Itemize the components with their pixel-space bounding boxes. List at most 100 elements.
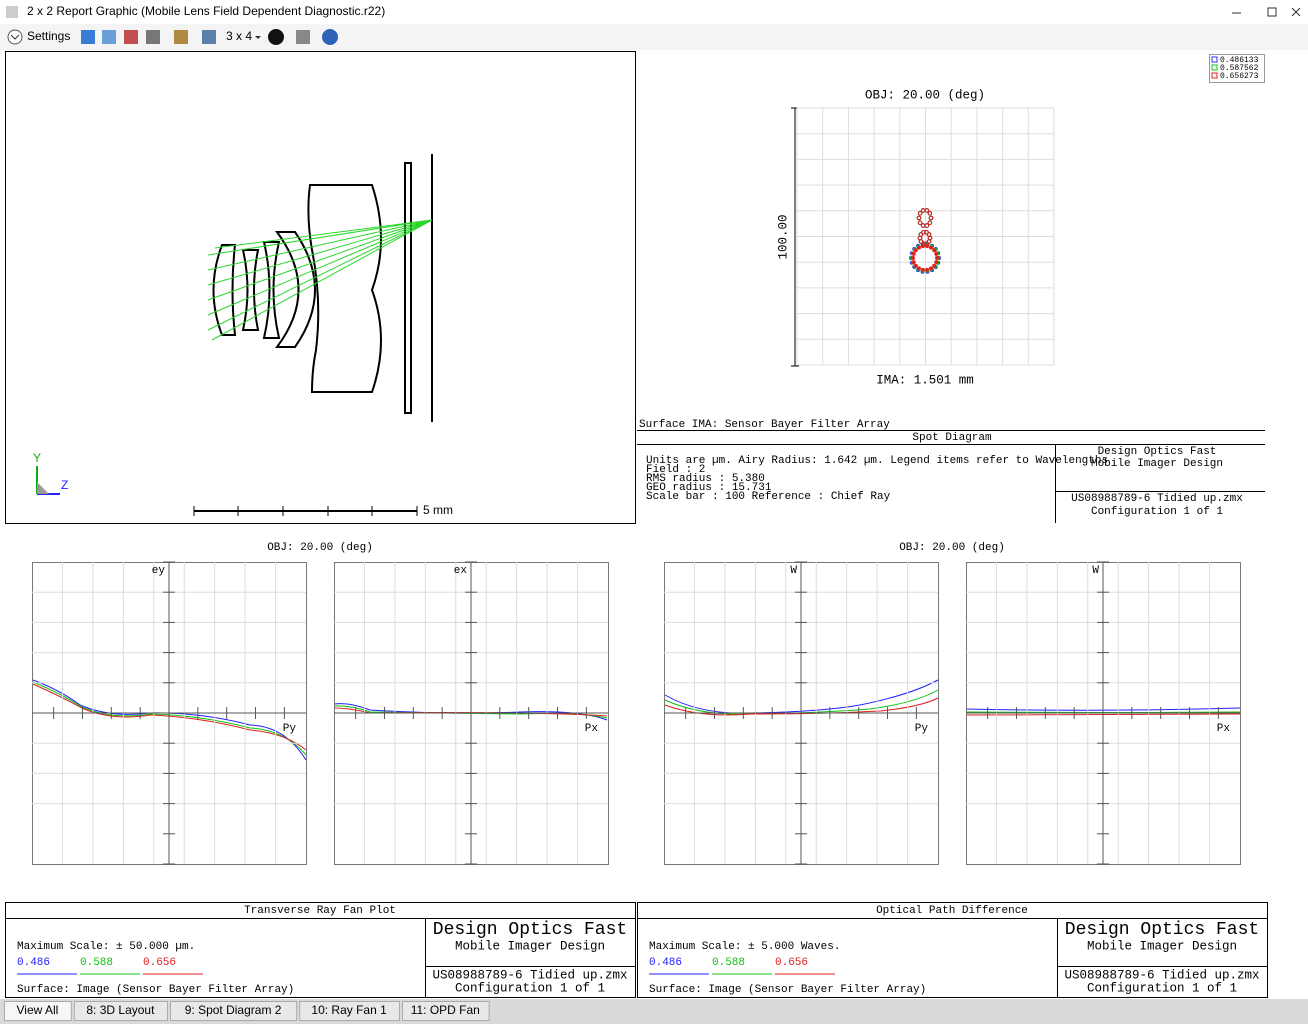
spot-dot <box>925 267 930 272</box>
spot-info: Units are µm. Airy Radius: 1.642 µm. Leg… <box>646 455 1108 467</box>
spot-dot <box>917 220 923 226</box>
toolbar <box>0 24 1308 50</box>
copy-icon[interactable] <box>102 30 116 44</box>
spot-file: US08988789-6 Tidied up.zmx <box>1071 493 1243 505</box>
spot-legend <box>1209 54 1265 83</box>
ray_fan-box-lines <box>5 918 635 997</box>
help-icon[interactable] <box>322 29 338 45</box>
frame-icon[interactable] <box>296 30 310 44</box>
plot-x-label: Px <box>585 723 599 735</box>
spot-info: Scale bar : 100 Reference : Chief Ray <box>646 491 891 503</box>
spot-dot <box>928 215 934 221</box>
spot-dot <box>927 220 933 226</box>
layout-button[interactable]: 3 x 4 <box>226 29 252 43</box>
spot-ima: IMA: 1.501 mm <box>876 373 974 387</box>
spot-dot <box>911 251 916 256</box>
plot-y-label: W <box>790 565 797 577</box>
spot-obj: OBJ: 20.00 (deg) <box>865 88 985 102</box>
spot-subtitle: Mobile Imager Design <box>1091 458 1223 470</box>
close[interactable] <box>1291 7 1301 17</box>
opd-surface: Surface: Image (Sensor Bayer Filter Arra… <box>649 984 926 996</box>
export-icon[interactable] <box>124 30 138 44</box>
ray_fan-obj: OBJ: 20.00 (deg) <box>267 542 373 554</box>
spot-dot <box>929 245 933 250</box>
tab-label[interactable]: 10: Ray Fan 1 <box>311 1003 387 1017</box>
spot-dot <box>917 210 923 216</box>
opd-max-scale: Maximum Scale: ± 5.000 Waves. <box>649 941 840 953</box>
wavelength: 0.486 <box>649 957 682 969</box>
spot-dot <box>932 248 937 253</box>
ray_fan-company: Design Optics Fast <box>433 920 627 940</box>
dropdown <box>255 36 261 39</box>
spot-surface: Surface IMA: Sensor Bayer Filter Array <box>639 419 890 431</box>
spot-info: GEO radius : 15.731 <box>646 482 772 494</box>
wavelength: 0.486 <box>17 957 50 969</box>
wavelength: 0.588 <box>712 957 745 969</box>
settings-toggle[interactable] <box>7 29 23 45</box>
axis-origin <box>37 482 49 494</box>
spot-dot <box>924 208 930 213</box>
ray_fan-file: US08988789-6 Tidied up.zmx <box>432 968 627 982</box>
axis-z-label: Z <box>61 478 68 492</box>
ray_fan-box <box>5 902 636 998</box>
opd-company: Design Optics Fast <box>1065 920 1259 940</box>
rotate-icon[interactable] <box>268 29 284 45</box>
tab-label[interactable]: 11: OPD Fan <box>411 1003 480 1017</box>
maximize[interactable] <box>1267 7 1277 17</box>
spot-dot <box>932 263 937 268</box>
legend-swatch <box>1211 56 1218 63</box>
spot-dot <box>920 267 925 272</box>
spot-dot <box>935 256 939 260</box>
spot-info: RMS radius : 5.380 <box>646 473 765 485</box>
window-icon[interactable] <box>202 30 216 44</box>
spot-dot <box>913 263 918 268</box>
toolbar-icons <box>81 29 338 45</box>
app-icon <box>6 6 18 18</box>
window-title: 2 x 2 Report Graphic (Mobile Lens Field … <box>27 4 385 18</box>
layout-panel[interactable] <box>5 51 636 524</box>
scale-label: 5 mm <box>423 503 453 517</box>
lock-icon[interactable] <box>174 30 188 44</box>
ray_fan-title: Transverse Ray Fan Plot <box>244 905 396 917</box>
tab-label[interactable]: 9: Spot Diagram 2 <box>185 1003 282 1017</box>
opd-title: Optical Path Difference <box>876 905 1028 917</box>
spot-dot <box>927 210 933 216</box>
spot-dot <box>929 266 933 271</box>
plot-y-label: ex <box>454 565 468 577</box>
print-icon[interactable] <box>146 30 160 44</box>
tab[interactable] <box>402 1001 490 1021</box>
spot-dot <box>921 229 926 235</box>
tab[interactable] <box>4 1001 72 1021</box>
opd-config: Configuration 1 of 1 <box>1087 981 1237 995</box>
plot-y-label: W <box>1092 565 1099 577</box>
plot-x-label: Py <box>915 723 929 735</box>
opd-subtitle: Mobile Imager Design <box>1087 939 1237 953</box>
spot-frame <box>637 430 1265 523</box>
tab-label[interactable]: 8: 3D Layout <box>86 1003 155 1017</box>
wavelength: 0.588 <box>80 957 113 969</box>
opd-file: US08988789-6 Tidied up.zmx <box>1064 968 1259 982</box>
settings-button[interactable]: Settings <box>27 29 70 43</box>
plot-y-label: ey <box>152 565 166 577</box>
tab-label[interactable]: View All <box>16 1003 58 1017</box>
tab[interactable] <box>73 1001 168 1021</box>
ray_fan-surface: Surface: Image (Sensor Bayer Filter Arra… <box>17 984 294 996</box>
refresh-icon[interactable] <box>81 30 95 44</box>
lens-elements <box>212 154 433 422</box>
ray-bundle <box>207 219 433 341</box>
legend-entry: 0.656273 <box>1220 72 1259 81</box>
tab[interactable] <box>299 1001 401 1021</box>
scale-ticks <box>193 506 418 516</box>
legend-entry: 0.587562 <box>1220 64 1259 73</box>
ray_fan-subtitle: Mobile Imager Design <box>455 939 605 953</box>
spot-dot <box>924 241 929 247</box>
ray_fan-config: Configuration 1 of 1 <box>455 981 605 995</box>
spot-company: Design Optics Fast <box>1098 446 1217 458</box>
legend-swatch <box>1211 64 1218 71</box>
spot-info: Field : 2 <box>646 464 705 476</box>
spot-dot <box>920 223 926 228</box>
plot-x-label: Py <box>283 723 297 735</box>
title-bar <box>0 0 1308 24</box>
opd-box-lines <box>637 918 1267 997</box>
tab[interactable] <box>170 1001 298 1021</box>
